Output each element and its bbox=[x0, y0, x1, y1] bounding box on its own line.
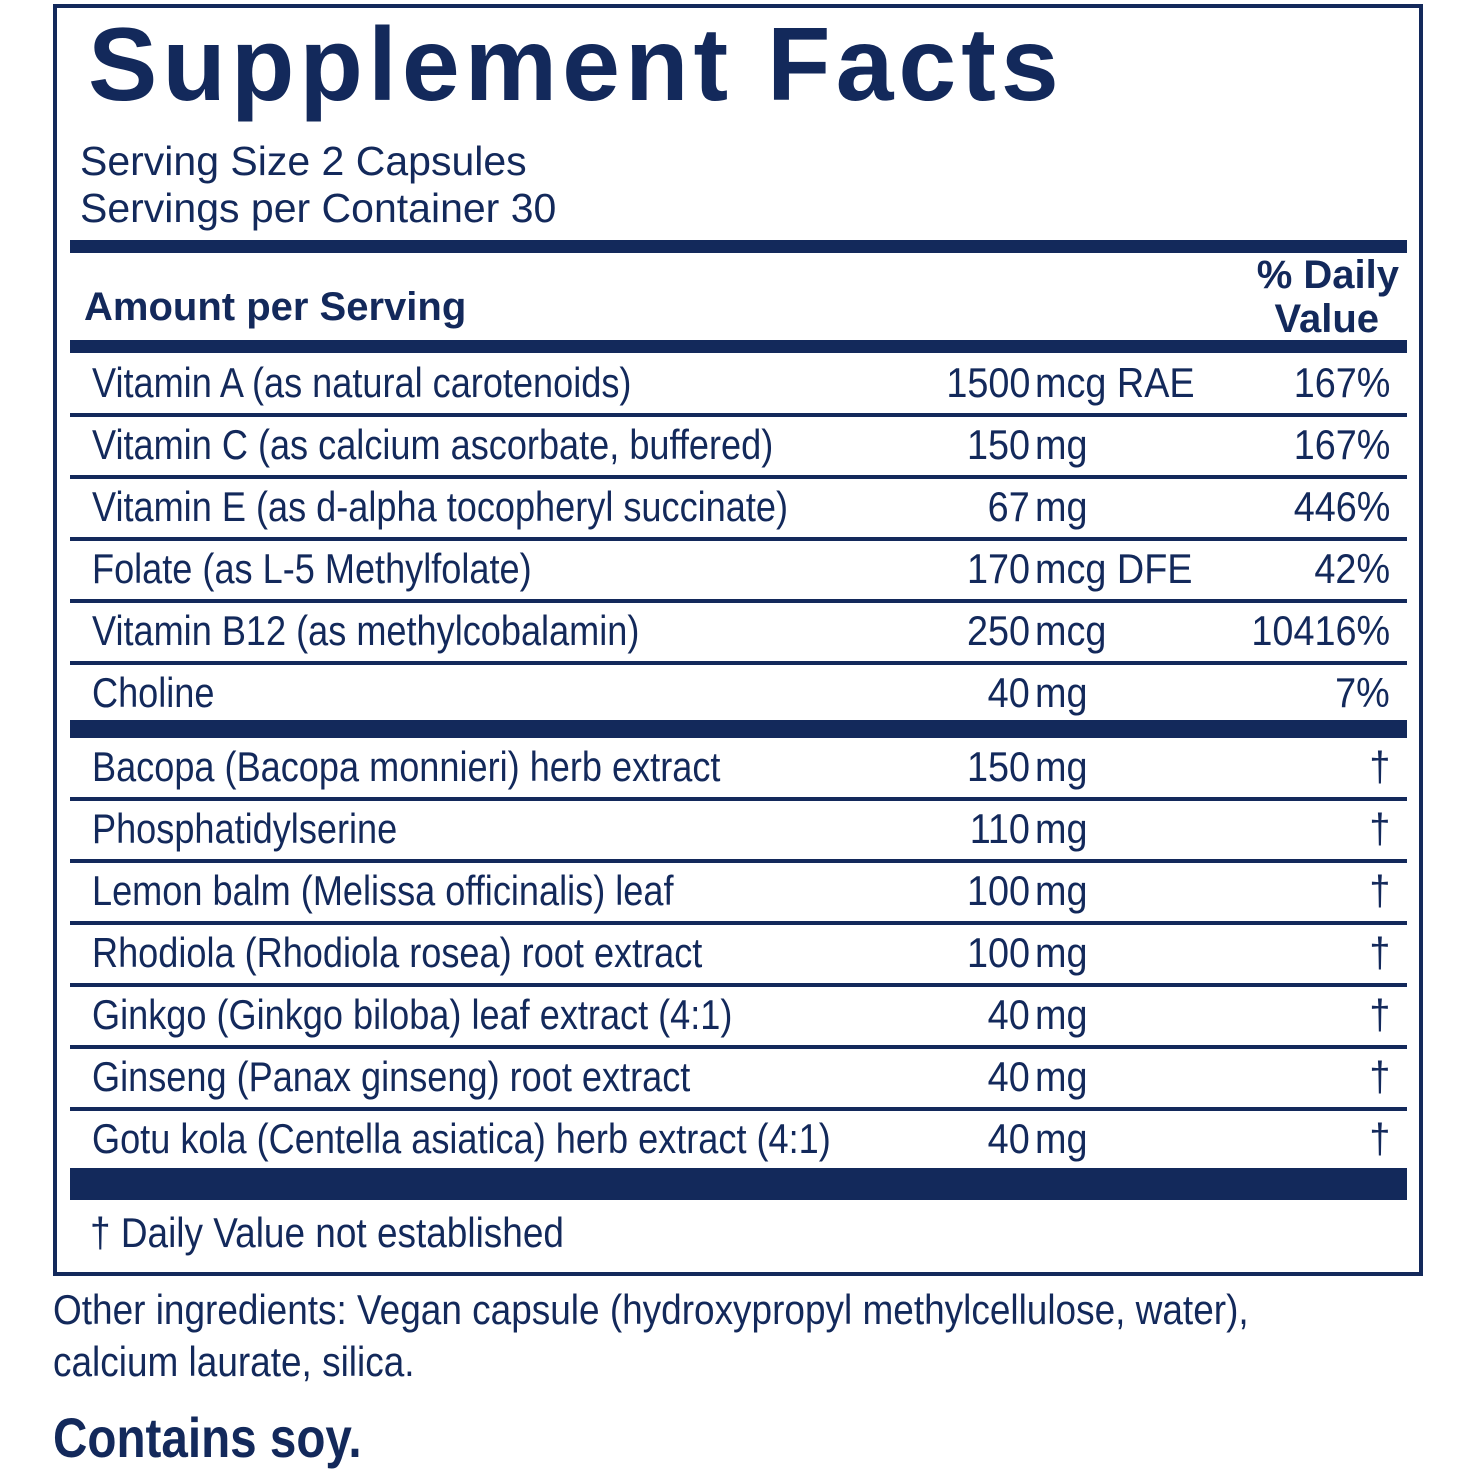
row-divider bbox=[70, 475, 1407, 479]
nutrient-amount: 170 bbox=[966, 545, 1030, 592]
nutrient-name: Ginseng (Panax ginseng) root extract bbox=[92, 1053, 691, 1100]
nutrient-unit: mg bbox=[1035, 991, 1088, 1038]
nutrient-name: Vitamin B12 (as methylcobalamin) bbox=[92, 607, 640, 654]
nutrient-row: Phosphatidylserine 110 mg † bbox=[70, 800, 1407, 858]
nutrient-daily-value: 446% bbox=[1293, 483, 1390, 530]
nutrient-unit: mg bbox=[1035, 743, 1088, 790]
nutrient-daily-value: † bbox=[1368, 1115, 1390, 1162]
row-divider bbox=[70, 537, 1407, 541]
nutrient-amount: 100 bbox=[966, 867, 1030, 914]
nutrient-daily-value: † bbox=[1368, 805, 1390, 852]
nutrient-row: Lemon balm (Melissa officinalis) leaf 100… bbox=[70, 862, 1407, 920]
amount-per-serving-header: Amount per Serving bbox=[84, 285, 467, 329]
other-ingredients: Other ingredients: Vegan capsule (hydrox… bbox=[53, 1284, 1249, 1388]
nutrient-daily-value: 10416% bbox=[1251, 607, 1390, 654]
nutrient-amount: 100 bbox=[966, 929, 1030, 976]
nutrient-unit: mg bbox=[1035, 669, 1088, 716]
nutrient-amount: 40 bbox=[987, 991, 1030, 1038]
nutrient-row: Folate (as L-5 Methylfolate) 170 mcg DFE 42… bbox=[70, 540, 1407, 598]
nutrient-amount: 40 bbox=[987, 1053, 1030, 1100]
nutrient-unit: mg bbox=[1035, 421, 1088, 468]
divider-thick bbox=[70, 240, 1407, 253]
divider-thick bbox=[70, 340, 1407, 353]
nutrient-amount: 40 bbox=[987, 669, 1030, 716]
row-divider bbox=[70, 797, 1407, 801]
nutrient-daily-value: † bbox=[1368, 991, 1390, 1038]
nutrient-amount: 40 bbox=[987, 1115, 1030, 1162]
nutrient-row: Choline 40 mg 7% bbox=[70, 664, 1407, 722]
nutrient-daily-value: † bbox=[1368, 1053, 1390, 1100]
nutrient-row: Vitamin E (as d-alpha tocopheryl succina… bbox=[70, 478, 1407, 536]
other-ingredients-line: Other ingredients: Vegan capsule (hydrox… bbox=[53, 1286, 1249, 1333]
panel-title: Supplement Facts bbox=[88, 7, 1064, 123]
nutrient-amount: 1500 bbox=[945, 359, 1030, 406]
nutrient-row: Bacopa (Bacopa monnieri) herb extract 150… bbox=[70, 738, 1407, 796]
row-divider bbox=[70, 661, 1407, 665]
serving-size: Serving Size 2 Capsules bbox=[80, 138, 527, 184]
nutrient-amount: 150 bbox=[966, 743, 1030, 790]
divider-thick bbox=[70, 1168, 1407, 1200]
row-divider bbox=[70, 983, 1407, 987]
nutrient-row: Rhodiola (Rhodiola rosea) root extract 10… bbox=[70, 924, 1407, 982]
nutrient-name: Phosphatidylserine bbox=[92, 805, 398, 852]
nutrient-name: Vitamin E (as d-alpha tocopheryl succina… bbox=[92, 483, 789, 530]
nutrient-row: Vitamin A (as natural carotenoids) 1500 mc… bbox=[70, 354, 1407, 412]
nutrient-daily-value: † bbox=[1368, 929, 1390, 976]
nutrient-amount: 250 bbox=[966, 607, 1030, 654]
supplement-facts-panel bbox=[53, 4, 1423, 1276]
divider-thick bbox=[70, 720, 1407, 738]
nutrient-name: Folate (as L-5 Methylfolate) bbox=[92, 545, 532, 592]
nutrient-row: Ginkgo (Ginkgo biloba) leaf extract (4:1… bbox=[70, 986, 1407, 1044]
nutrient-row: Vitamin C (as calcium ascorbate, buffere… bbox=[70, 416, 1407, 474]
footnote: † Daily Value not established bbox=[90, 1209, 564, 1256]
nutrient-name: Rhodiola (Rhodiola rosea) root extract bbox=[92, 929, 703, 976]
nutrient-name: Lemon balm (Melissa officinalis) leaf bbox=[92, 867, 674, 914]
nutrient-name: Ginkgo (Ginkgo biloba) leaf extract (4:1… bbox=[92, 991, 733, 1038]
other-ingredients-line: calcium laurate, silica. bbox=[53, 1338, 415, 1385]
nutrient-daily-value: † bbox=[1368, 867, 1390, 914]
row-divider bbox=[70, 599, 1407, 603]
nutrient-unit: mg bbox=[1035, 867, 1088, 914]
row-divider bbox=[70, 859, 1407, 863]
nutrient-unit: mg bbox=[1035, 1115, 1088, 1162]
nutrient-amount: 67 bbox=[987, 483, 1030, 530]
nutrient-daily-value: 167% bbox=[1293, 421, 1390, 468]
servings-per-container: Servings per Container 30 bbox=[80, 185, 557, 231]
row-divider bbox=[70, 1045, 1407, 1049]
nutrient-unit: mg bbox=[1035, 929, 1088, 976]
row-divider bbox=[70, 1107, 1407, 1111]
nutrient-name: Bacopa (Bacopa monnieri) herb extract bbox=[92, 743, 721, 790]
allergen-statement: Contains soy. bbox=[53, 1406, 362, 1469]
nutrient-row: Ginseng (Panax ginseng) root extract 40 mg… bbox=[70, 1048, 1407, 1106]
row-divider bbox=[70, 413, 1407, 417]
row-divider bbox=[70, 921, 1407, 925]
nutrient-daily-value: † bbox=[1368, 743, 1390, 790]
nutrient-unit: mcg RAE bbox=[1035, 359, 1195, 406]
nutrient-unit: mg bbox=[1035, 805, 1088, 852]
nutrient-amount: 150 bbox=[966, 421, 1030, 468]
nutrient-row: Gotu kola (Centella asiatica) herb extra… bbox=[70, 1110, 1407, 1168]
daily-value-header-2: Value bbox=[1274, 297, 1379, 341]
nutrient-unit: mg bbox=[1035, 483, 1088, 530]
nutrient-name: Choline bbox=[92, 669, 215, 716]
nutrient-name: Vitamin C (as calcium ascorbate, buffere… bbox=[92, 421, 774, 468]
nutrient-daily-value: 167% bbox=[1293, 359, 1390, 406]
nutrient-name: Vitamin A (as natural carotenoids) bbox=[92, 359, 632, 406]
nutrient-unit: mcg DFE bbox=[1035, 545, 1193, 592]
nutrient-daily-value: 42% bbox=[1314, 545, 1390, 592]
nutrient-unit: mcg bbox=[1035, 607, 1107, 654]
nutrient-unit: mg bbox=[1035, 1053, 1088, 1100]
nutrient-daily-value: 7% bbox=[1335, 669, 1390, 716]
nutrient-amount: 110 bbox=[969, 805, 1030, 852]
daily-value-header-1: % Daily bbox=[1256, 253, 1399, 297]
nutrient-name: Gotu kola (Centella asiatica) herb extra… bbox=[92, 1115, 831, 1162]
nutrient-row: Vitamin B12 (as methylcobalamin) 250 mcg 10… bbox=[70, 602, 1407, 660]
